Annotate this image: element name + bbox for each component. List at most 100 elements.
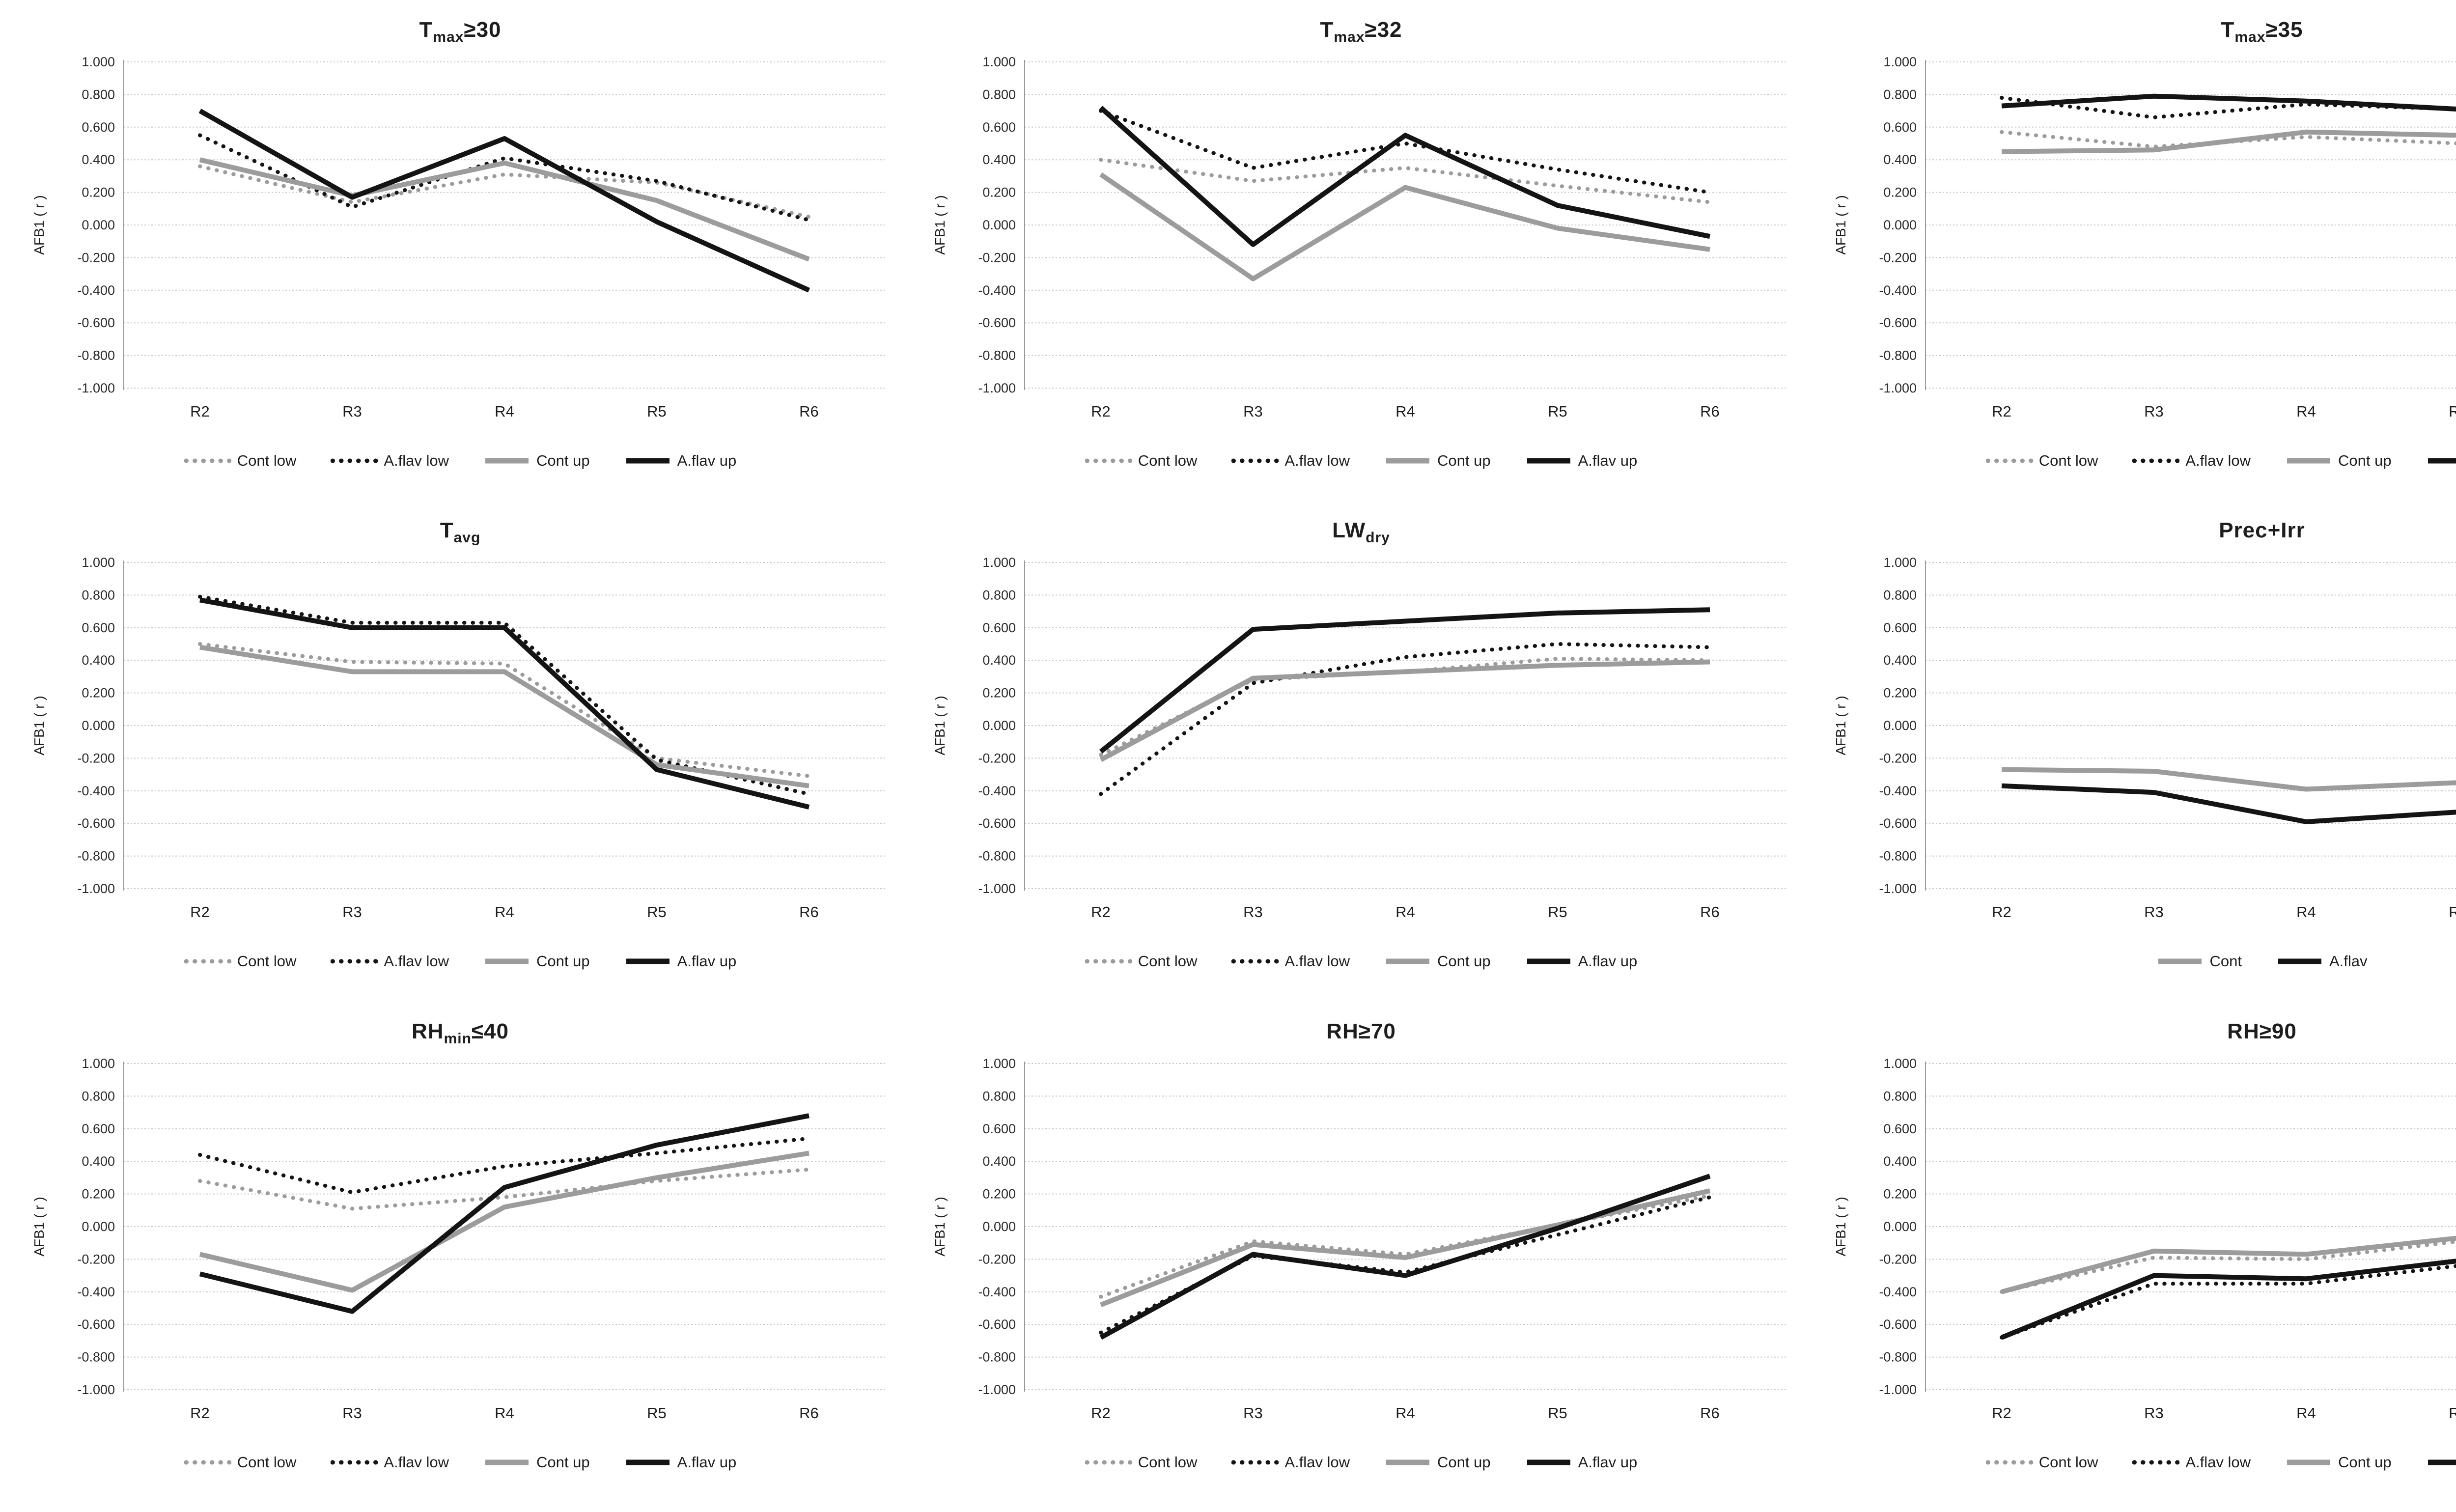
legend-item: A.flav up [624, 452, 736, 470]
chart-title-subscript: max [433, 28, 464, 45]
legend-item: Cont low [184, 1453, 297, 1471]
series-line-a-flav-low [198, 595, 811, 796]
legend-line-sample [331, 1460, 378, 1465]
chart-title-text: RH≥70 [1326, 1019, 1396, 1043]
chart-title-text: Prec+Irr [2219, 518, 2305, 543]
y-axis-tick-label: 0.600 [1883, 620, 1917, 635]
x-axis-tick-label: R4 [1395, 403, 1415, 420]
y-axis-tick-label: 0.200 [1883, 185, 1917, 200]
y-axis-tick-label: 0.400 [1883, 653, 1917, 668]
y-axis-tick-label: -0.600 [1879, 816, 1917, 831]
y-axis-tick-label: -0.400 [1879, 283, 1917, 298]
chart-title-text: ≥35 [2265, 18, 2303, 42]
legend-label: Cont low [1138, 452, 1198, 469]
y-axis-tick-label: 1.000 [982, 555, 1016, 570]
line-chart: 1.000 0.800 0.600 0.400 0.200 0.000 -0.200 -0.4… [1833, 555, 2456, 921]
series-line-cont-up [199, 644, 809, 789]
x-axis-tick-label: R5 [2449, 1404, 2456, 1422]
legend-item: Cont up [1384, 1454, 1491, 1471]
legend-line-sample [1231, 458, 1279, 463]
legend-item: A.flav low [331, 1454, 449, 1471]
chart-title-text: ≥30 [464, 18, 502, 42]
legend-item: A.flav low [331, 952, 449, 970]
series-line-a-flav-low [1099, 109, 1712, 195]
series-line-cont [2001, 767, 2456, 792]
chart-title-text: RH [412, 1019, 444, 1043]
legend-line-sample [2132, 1460, 2180, 1465]
legend-line-sample [2428, 458, 2456, 464]
x-axis-tick-label: R3 [342, 903, 362, 921]
legend-label: A.flav up [677, 1453, 737, 1471]
legend-item: A.flav up [1525, 1454, 1637, 1471]
series-line-cont-low [198, 164, 811, 219]
y-axis-tick-label: -0.200 [77, 751, 115, 766]
y-axis-label: AFB1 ( r ) [932, 1197, 948, 1256]
legend-line-sample [2287, 458, 2331, 464]
legend-line-sample [1985, 1460, 2033, 1465]
chart-panel: RH≥70 1.000 0.800 0.600 0.400 0.200 0.000 -0.20… [911, 1007, 1812, 1507]
legend-item: Cont up [2285, 1454, 2392, 1471]
y-axis-tick-label: 0.800 [1883, 87, 1917, 102]
line-chart: 1.000 0.800 0.600 0.400 0.200 0.000 -0.200 -0.4… [31, 555, 885, 921]
legend-label: Cont up [1437, 1453, 1491, 1471]
y-axis-tick-label: 0.600 [1883, 1121, 1917, 1136]
legend-label: A.flav low [2185, 452, 2251, 469]
y-axis-tick-label: -0.800 [1879, 849, 1917, 864]
legend-item: A.flav up [624, 1453, 737, 1471]
legend-line-sample [2428, 1459, 2456, 1465]
legend-label: Cont low [237, 1453, 297, 1471]
legend-item: Cont up [483, 452, 590, 470]
y-axis-tick-label: -1.000 [978, 881, 1016, 896]
y-axis-tick-label: -0.200 [77, 250, 115, 265]
y-axis-tick-label: -0.400 [77, 784, 115, 798]
chart-legend: Cont low A.flav low Cont up A.flav up [916, 942, 1807, 981]
legend-item: Cont low [1085, 952, 1197, 970]
legend-label: Cont up [536, 1453, 590, 1471]
y-axis-tick-label: -0.200 [77, 1252, 115, 1266]
chart-title: RHmin≤40 [412, 1013, 509, 1050]
y-axis-tick-label: -0.600 [978, 315, 1016, 330]
legend-item: Cont up [2285, 452, 2392, 470]
series-line-a-flav-low [198, 1136, 811, 1194]
series-line-cont-up [199, 1150, 809, 1293]
legend-item: A.flav up [2426, 1454, 2456, 1471]
y-axis-tick-label: 0.400 [982, 1154, 1016, 1169]
x-axis-tick-label: R4 [2296, 1404, 2316, 1422]
y-axis-tick-label: 0.600 [982, 120, 1016, 135]
line-chart: 1.000 0.800 0.600 0.400 0.200 0.000 -0.200 -0.4… [1833, 1056, 2456, 1422]
y-axis-label: AFB1 ( r ) [1833, 696, 1848, 756]
series-line-a-flav-up [1099, 106, 1710, 247]
chart-title-text: RH≥90 [2227, 1019, 2297, 1043]
x-axis-tick-label: R3 [342, 403, 362, 420]
y-axis-tick-label: -1.000 [77, 881, 115, 896]
x-axis-tick-label: R6 [1700, 403, 1720, 420]
y-axis-tick-label: 0.600 [82, 120, 115, 135]
chart-title: Tavg [440, 512, 481, 549]
line-chart: 1.000 0.800 0.600 0.400 0.200 0.000 -0.200 -0.4… [31, 1056, 885, 1422]
y-axis-tick-label: 1.000 [82, 55, 115, 69]
y-axis-tick-label: 0.000 [1883, 218, 1917, 232]
x-axis-tick-label: R5 [647, 903, 667, 921]
legend-line-sample [2278, 958, 2321, 964]
y-axis-tick-label: 0.200 [982, 1186, 1016, 1201]
y-axis-tick-label: -0.200 [978, 250, 1016, 265]
y-axis-tick-label: -0.400 [978, 283, 1016, 298]
legend-line-sample [2158, 958, 2202, 964]
chart-title-text: T [440, 518, 454, 543]
legend-line-sample [1527, 958, 1570, 964]
legend-item: Cont up [1384, 952, 1491, 970]
legend-line-sample [1085, 959, 1132, 964]
x-axis-tick-label: R6 [799, 403, 819, 420]
y-axis-tick-label: -0.800 [978, 1349, 1016, 1364]
legend-line-sample [2132, 458, 2180, 463]
legend-label: Cont low [237, 452, 297, 469]
legend-line-sample [626, 458, 670, 464]
chart-title-subscript: max [2234, 28, 2266, 45]
x-axis-tick-label: R5 [1548, 903, 1567, 921]
y-axis-tick-label: -0.400 [1879, 1284, 1917, 1299]
y-axis-tick-label: -0.400 [978, 784, 1016, 798]
x-axis-tick-label: R3 [2144, 403, 2164, 420]
chart-panel: Tavg 1.000 0.800 0.600 0.400 0.200 0.000 -0.200… [10, 505, 911, 1006]
legend-label: Cont low [2038, 452, 2098, 469]
x-axis-tick-label: R6 [1700, 1404, 1720, 1422]
